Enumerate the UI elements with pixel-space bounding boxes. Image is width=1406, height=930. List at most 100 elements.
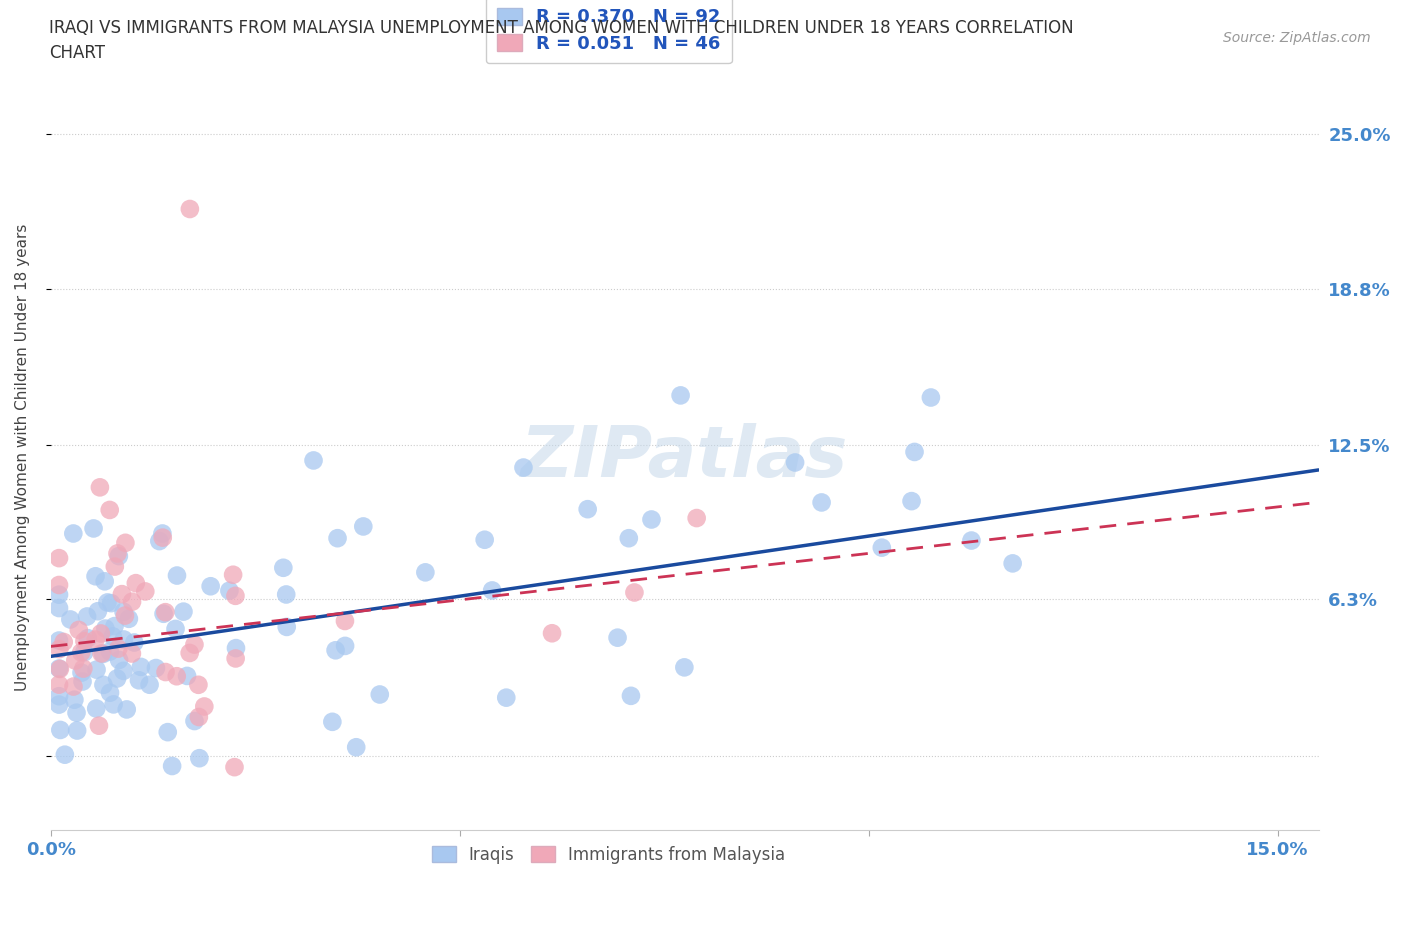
Point (160, 759, 183, 774)
Point (138, 677, 160, 692)
Point (325, 643, 347, 658)
Point (225, 641, 247, 656)
Point (108, 653, 131, 668)
Point (90, 646, 112, 661)
Text: IRAQI VS IMMIGRANTS FROM MALAYSIA UNEMPLOYMENT AMONG WOMEN WITH CHILDREN UNDER 1: IRAQI VS IMMIGRANTS FROM MALAYSIA UNEMPL… (49, 19, 1074, 36)
Point (49, 661, 72, 676)
Point (122, 635, 145, 650)
Point (100, 596, 122, 611)
Point (59, 612, 82, 627)
Point (276, 587, 298, 602)
Point (188, 751, 211, 765)
Point (640, 512, 662, 527)
Point (200, 578, 222, 593)
Point (89, 480, 111, 495)
Point (98, 685, 121, 700)
Point (121, 594, 143, 609)
Point (93, 677, 115, 692)
Point (152, 606, 174, 621)
Point (86, 662, 108, 677)
Point (84, 569, 107, 584)
Point (112, 604, 135, 619)
Legend: Iraqis, Immigrants from Malaysia: Iraqis, Immigrants from Malaysia (426, 839, 792, 870)
Point (72, 661, 94, 676)
Point (121, 646, 143, 661)
Point (73, 633, 96, 648)
Point (783, 455, 806, 470)
Point (321, 714, 343, 729)
Point (333, 614, 356, 629)
Point (108, 549, 131, 564)
Point (53, 747, 76, 762)
Point (107, 641, 129, 656)
Point (222, 567, 245, 582)
Point (326, 531, 349, 546)
Point (152, 530, 174, 545)
Point (48, 587, 70, 602)
Point (673, 660, 696, 675)
Point (98, 644, 121, 659)
Point (333, 639, 356, 654)
Point (166, 669, 188, 684)
Point (576, 501, 599, 516)
Point (276, 619, 298, 634)
Point (93, 574, 115, 589)
Point (1001, 556, 1024, 571)
Point (920, 390, 942, 405)
Point (179, 645, 201, 660)
Point (148, 534, 170, 549)
Point (112, 632, 135, 647)
Point (512, 460, 534, 475)
Point (541, 626, 564, 641)
Point (63, 692, 86, 707)
Point (155, 665, 177, 680)
Point (83, 521, 105, 536)
Point (145, 660, 167, 675)
Point (114, 536, 136, 551)
Point (67, 622, 90, 637)
Point (84, 701, 107, 716)
Point (415, 565, 437, 579)
Text: Source: ZipAtlas.com: Source: ZipAtlas.com (1223, 31, 1371, 45)
Point (52, 634, 75, 649)
Point (685, 511, 707, 525)
Y-axis label: Unemployment Among Women with Children Under 18 years: Unemployment Among Women with Children U… (15, 224, 30, 691)
Point (344, 739, 367, 754)
Point (112, 663, 135, 678)
Text: ZIPatlas: ZIPatlas (522, 423, 848, 492)
Point (48, 661, 70, 676)
Point (87, 718, 110, 733)
Point (48, 578, 70, 592)
Point (90, 626, 112, 641)
Point (48, 642, 70, 657)
Point (105, 671, 128, 686)
Point (87, 604, 110, 618)
Point (134, 584, 156, 599)
Point (84, 632, 107, 647)
Point (617, 531, 640, 546)
Point (620, 688, 643, 703)
Point (273, 561, 295, 576)
Point (218, 583, 240, 598)
Point (481, 583, 503, 598)
Point (156, 724, 179, 739)
Point (176, 669, 198, 684)
Point (73, 644, 96, 659)
Point (103, 618, 125, 633)
Point (114, 608, 136, 623)
Point (183, 713, 205, 728)
Point (302, 453, 325, 468)
Point (72, 674, 94, 689)
Point (128, 673, 150, 688)
Point (111, 587, 134, 602)
Point (118, 611, 141, 626)
Point (65, 653, 87, 668)
Point (103, 697, 125, 711)
Point (368, 687, 391, 702)
Point (66, 724, 89, 738)
Point (76, 609, 98, 624)
Point (193, 699, 215, 714)
Point (98, 502, 121, 517)
Point (352, 519, 374, 534)
Point (70, 644, 93, 659)
